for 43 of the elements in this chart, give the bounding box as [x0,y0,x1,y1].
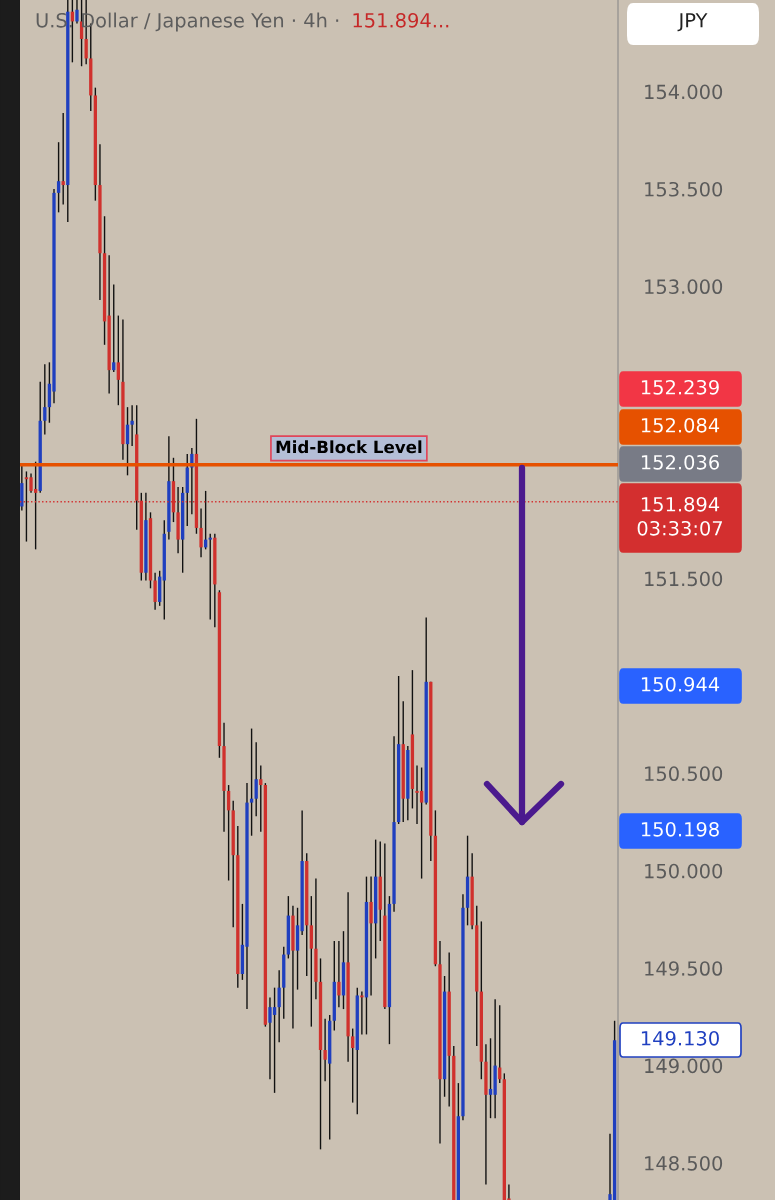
candlestick [43,363,47,436]
candlestick [29,472,33,494]
y-tick-label: 151.500 [645,571,723,587]
candlestick [61,112,65,206]
text: 152.084 [641,417,720,433]
text: JPY [677,13,708,32]
candlestick [419,766,424,880]
candlestick [112,283,116,373]
y-tick-label: 149.000 [645,1058,723,1074]
candlestick [351,1027,355,1104]
candlestick [272,986,277,1094]
candlestick [488,1037,493,1119]
y-tick-label: 153.500 [645,181,723,197]
text: 149.130 [641,1030,719,1046]
ref-line-label: Mid-Block Level [276,440,422,454]
candlestick [268,996,272,1080]
y-tick-label: 153.000 [645,279,723,295]
candlestick [309,895,313,1028]
y-tick-label: 148.500 [645,1155,723,1171]
candlestick [254,741,258,817]
y-tick-label: 150.500 [645,766,723,782]
candlestick [249,727,254,837]
y-tick-label: 154.000 [645,84,723,100]
candlestick [259,764,263,833]
y-tick-label: 149.500 [645,961,723,976]
text: 152.036 [641,454,719,470]
candlestick [323,1018,327,1082]
y-tick-label: 150.000 [645,863,723,879]
text: 150.944 [641,676,720,692]
text: 152.239 [641,379,719,395]
text: 151.894... [353,12,449,28]
candlestick [415,764,419,825]
candlestick [369,875,373,997]
candlestick [116,314,120,406]
text: 151.894 03:33:07 [637,496,722,536]
candlestick [130,404,134,447]
candlestick [199,507,203,558]
candlestick [360,990,364,1036]
candlestick [208,533,212,621]
text: 150.198 [641,821,719,837]
candlestick [337,940,341,1008]
candlestick [56,141,61,214]
candlestick [153,572,157,611]
